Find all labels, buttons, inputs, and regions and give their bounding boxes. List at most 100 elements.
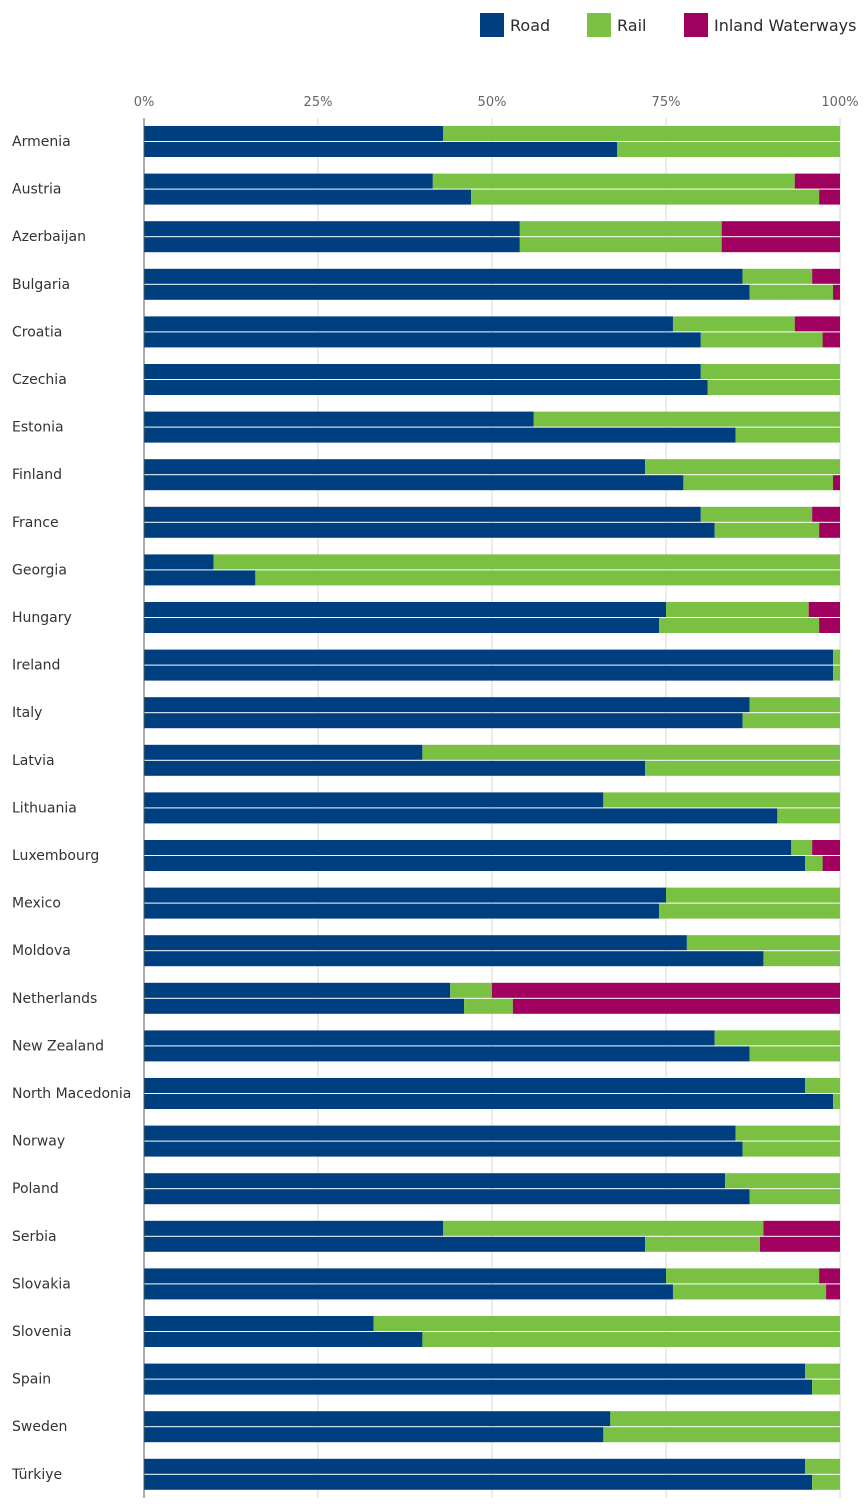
bar-france-2-rail [714, 522, 820, 538]
bar-ireland-2-road [144, 665, 834, 681]
bar-sweden-2-road [144, 1427, 604, 1443]
x-tick-label: 25% [304, 95, 333, 110]
bar-armenia-2-rail [617, 142, 840, 157]
category-label-france: France [12, 515, 59, 531]
bar-austria-1-inland-waterways [794, 173, 840, 189]
bar-slovakia-2-road [144, 1284, 673, 1300]
bar-t-rkiye-1-road [144, 1458, 806, 1474]
category-label-croatia: Croatia [12, 324, 62, 340]
bar-norway-2-road [144, 1141, 743, 1157]
bar-estonia-1-road [144, 411, 534, 427]
bar-latvia-1-rail [422, 744, 840, 760]
bar-luxembourg-1-road [144, 840, 792, 855]
bar-mexico-2-road [144, 903, 660, 919]
bar-azerbaijan-2-road [144, 237, 520, 253]
bar-spain-2-road [144, 1379, 813, 1395]
bar-mexico-1-road [144, 887, 666, 903]
category-label-latvia: Latvia [12, 753, 55, 769]
category-label-t-rkiye: Türkiye [11, 1467, 62, 1483]
bar-armenia-1-rail [443, 126, 840, 141]
bar-croatia-1-inland-waterways [794, 316, 840, 332]
bar-finland-1-rail [645, 459, 840, 475]
bar-new-zealand-1-road [144, 1030, 715, 1046]
bar-bulgaria-1-rail [742, 268, 813, 284]
bar-luxembourg-2-rail [805, 856, 823, 871]
bar-bulgaria-2-road [144, 284, 750, 300]
bar-france-1-inland-waterways [812, 506, 840, 522]
rail-swatch-icon [587, 13, 611, 37]
bar-austria-2-rail [471, 189, 820, 205]
bar-bulgaria-2-inland-waterways [833, 284, 840, 300]
bar-latvia-2-road [144, 760, 646, 776]
legend: Road Rail Inland Waterways [0, 12, 864, 38]
bar-hungary-1-inland-waterways [808, 602, 840, 617]
legend-label-inland-waterways: Inland Waterways [714, 15, 857, 35]
inland-waterways-swatch-icon [684, 13, 708, 37]
bar-poland-1-road [144, 1173, 726, 1189]
category-label-sweden: Sweden [12, 1419, 67, 1435]
bar-austria-1-road [144, 173, 433, 189]
bar-mexico-1-rail [666, 887, 840, 903]
y-axis-category-labels: Armenia Austria Azerbaijan Bulgaria Croatia C… [11, 134, 131, 1483]
category-label-slovakia: Slovakia [12, 1276, 71, 1292]
bar-finland-2-rail [683, 475, 834, 491]
bar-poland-1-rail [725, 1173, 840, 1189]
bar-serbia-2-rail [645, 1236, 760, 1252]
category-label-armenia: Armenia [12, 134, 71, 150]
bar-france-1-road [144, 506, 701, 522]
bar-azerbaijan-1-rail [519, 221, 722, 237]
bar-lithuania-1-rail [603, 792, 840, 808]
bar-austria-2-inland-waterways [819, 189, 840, 205]
bar-georgia-1-rail [213, 554, 841, 570]
bar-croatia-2-road [144, 332, 701, 348]
bar-georgia-1-road [144, 554, 214, 570]
bar-norway-2-rail [742, 1141, 840, 1157]
x-tick-label: 0% [134, 95, 155, 110]
bar-poland-2-road [144, 1189, 750, 1205]
bar-luxembourg-1-rail [791, 840, 813, 855]
bar-serbia-1-rail [443, 1220, 764, 1236]
bar-luxembourg-2-inland-waterways [822, 856, 840, 871]
bar-croatia-2-rail [700, 332, 823, 348]
bar-t-rkiye-2-rail [812, 1474, 840, 1490]
bar-north-macedonia-2-rail [833, 1094, 840, 1109]
legend-item-inland-waterways[interactable]: Inland Waterways [684, 12, 856, 38]
bar-spain-1-rail [805, 1363, 840, 1379]
x-axis-tick-labels: 0% 25% 50% 75% 100% [134, 95, 859, 110]
bar-t-rkiye-2-road [144, 1474, 813, 1490]
bar-new-zealand-1-rail [714, 1030, 840, 1046]
bar-serbia-2-road [144, 1236, 646, 1252]
bar-sweden-1-rail [610, 1411, 840, 1427]
bar-czechia-2-rail [707, 380, 840, 395]
bar-moldova-1-rail [686, 935, 840, 951]
category-label-bulgaria: Bulgaria [12, 277, 70, 293]
category-label-north-macedonia: North Macedonia [12, 1086, 131, 1102]
bar-serbia-1-inland-waterways [763, 1220, 840, 1236]
legend-item-road[interactable]: Road [480, 12, 550, 38]
bar-bulgaria-1-inland-waterways [812, 268, 840, 284]
category-label-czechia: Czechia [12, 372, 67, 388]
bar-lithuania-2-rail [777, 808, 840, 824]
category-label-spain: Spain [12, 1372, 51, 1388]
bar-serbia-2-inland-waterways [759, 1236, 840, 1252]
legend-item-rail[interactable]: Rail [587, 12, 646, 38]
bar-czechia-2-road [144, 380, 708, 395]
bar-croatia-1-road [144, 316, 673, 332]
bar-estonia-1-rail [533, 411, 840, 427]
bar-spain-2-rail [812, 1379, 840, 1395]
bar-azerbaijan-1-road [144, 221, 520, 237]
bar-norway-1-road [144, 1125, 736, 1141]
category-label-mexico: Mexico [12, 896, 61, 912]
bar-estonia-2-road [144, 427, 736, 443]
bar-georgia-2-road [144, 570, 256, 586]
bar-czechia-1-road [144, 364, 701, 379]
bar-netherlands-1-rail [450, 982, 492, 998]
bar-slovakia-1-road [144, 1268, 666, 1284]
x-tick-label: 100% [821, 95, 858, 110]
bar-croatia-2-inland-waterways [822, 332, 840, 348]
legend-label-road: Road [510, 15, 551, 35]
bar-netherlands-2-road [144, 998, 465, 1014]
category-label-ireland: Ireland [12, 658, 60, 674]
category-label-italy: Italy [12, 705, 42, 721]
